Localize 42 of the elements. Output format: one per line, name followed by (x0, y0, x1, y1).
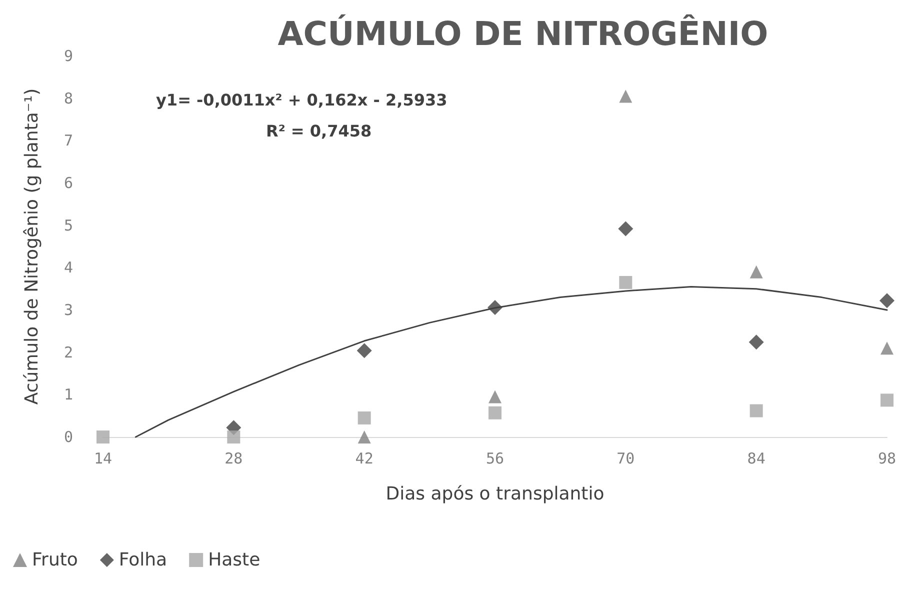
x-tick-label: 84 (747, 450, 766, 468)
point (880, 394, 894, 407)
x-tick-label: 98 (878, 450, 896, 468)
y-axis-title: Acúmulo de Nitrogênio (g planta⁻¹) (22, 88, 42, 405)
point (880, 293, 894, 308)
y-tick-label: 1 (64, 386, 73, 404)
legend-label: Folha (118, 550, 168, 570)
point (488, 390, 502, 404)
y-tick-label: 9 (64, 47, 73, 65)
x-tick-label: 56 (486, 450, 504, 468)
point (488, 300, 502, 315)
y-tick-label: 8 (64, 89, 73, 108)
x-tick-label: 14 (94, 450, 112, 468)
point (227, 430, 240, 444)
point (618, 221, 634, 236)
point (356, 343, 372, 358)
point (619, 90, 632, 103)
y-tick-label: 6 (64, 174, 73, 192)
y-tick-label: 4 (64, 258, 73, 277)
point (748, 334, 764, 350)
point (358, 411, 371, 424)
point (96, 430, 110, 444)
point (488, 406, 502, 420)
point (750, 404, 763, 418)
chart-title: ACÚMULO DE NITROGÊNIO (278, 14, 768, 53)
point (358, 430, 371, 444)
y-tick-label: 5 (64, 216, 73, 234)
y-tick-label: 0 (64, 428, 73, 446)
point (750, 265, 763, 278)
point (880, 342, 894, 355)
legend-label: Haste (208, 550, 260, 570)
annotation: R² = 0,7458 (266, 122, 372, 140)
legend-label: Fruto (32, 550, 78, 570)
annotation: y1= -0,0011x² + 0,162x - 2,5933 (156, 90, 448, 110)
x-tick-label: 70 (616, 450, 635, 468)
x-tick-label: 42 (355, 450, 374, 468)
y-tick-label: 2 (64, 343, 73, 362)
y-tick-label: 7 (64, 132, 73, 150)
y-tick-label: 3 (64, 301, 73, 319)
x-tick-label: 28 (224, 450, 243, 468)
x-axis-title: Dias após o transplantio (386, 484, 604, 504)
point (619, 276, 632, 289)
